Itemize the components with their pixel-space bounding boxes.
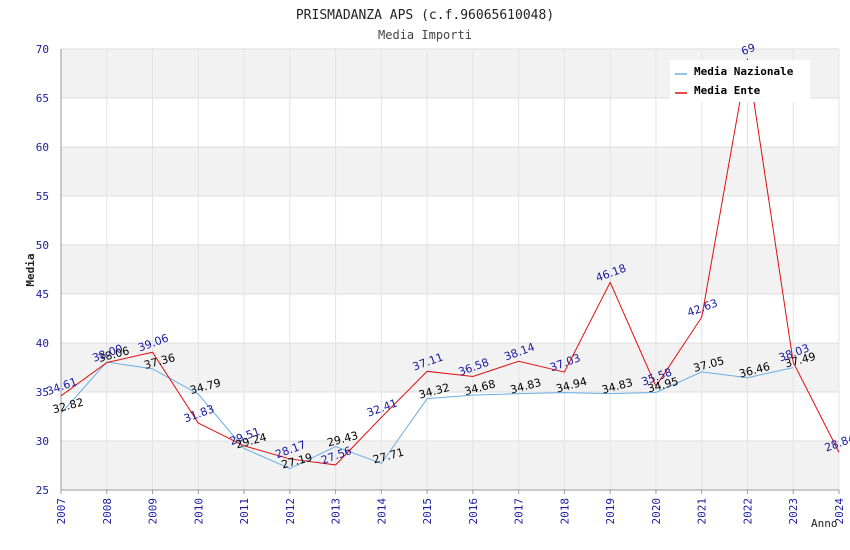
x-tick-label: 2024	[833, 498, 846, 525]
y-tick-label: 70	[36, 43, 49, 56]
x-tick-label: 2022	[741, 498, 754, 525]
x-tick-label: 2016	[467, 498, 480, 525]
x-tick-label: 2009	[147, 498, 160, 525]
grid-band	[61, 441, 839, 490]
x-tick-label: 2011	[238, 498, 251, 525]
x-tick-label: 2020	[650, 498, 663, 525]
y-tick-label: 50	[36, 239, 49, 252]
y-tick-label: 55	[36, 190, 49, 203]
grid-band	[61, 245, 839, 294]
series-line-media-nazionale	[60, 361, 794, 470]
x-tick-label: 2018	[558, 498, 571, 525]
x-tick-label: 2012	[284, 498, 297, 525]
x-tick-label: 2023	[787, 498, 800, 525]
chart-subtitle: Media Importi	[378, 28, 472, 42]
x-tick-label: 2013	[330, 498, 343, 525]
x-tick-label: 2014	[375, 498, 388, 525]
x-tick-label: 2010	[192, 498, 205, 525]
y-tick-label: 60	[36, 141, 49, 154]
y-tick-label: 30	[36, 435, 49, 448]
chart-title: PRISMADANZA APS (c.f.96065610048)	[296, 8, 554, 23]
grid-band	[61, 343, 839, 392]
x-tick-label: 2019	[604, 498, 617, 525]
x-tick-label: 2008	[101, 498, 114, 525]
grid-band	[61, 147, 839, 196]
y-tick-label: 45	[36, 288, 49, 301]
x-tick-label: 2007	[55, 498, 68, 525]
x-axis-title: Anno	[811, 517, 838, 530]
y-tick-label: 25	[36, 484, 49, 497]
data-label-media-ente: 69	[739, 41, 757, 58]
plot-area: 25 30 35 40 45 50 55 60 65 70 2007 2008 2009 2010 2011…	[36, 43, 846, 525]
series-line-media-ente	[60, 58, 840, 466]
legend-label: Media Nazionale	[694, 65, 794, 78]
legend: Media Nazionale Media Ente	[670, 60, 810, 102]
x-tick-label: 2015	[421, 498, 434, 525]
y-tick-label: 65	[36, 92, 49, 105]
legend-label: Media Ente	[694, 84, 761, 97]
x-tick-label: 2021	[696, 498, 709, 525]
x-tick-label: 2017	[513, 498, 526, 525]
y-tick-label: 35	[36, 386, 49, 399]
legend-background	[670, 60, 810, 102]
y-axis-title: Media	[24, 253, 37, 286]
y-tick-label: 40	[36, 337, 49, 350]
